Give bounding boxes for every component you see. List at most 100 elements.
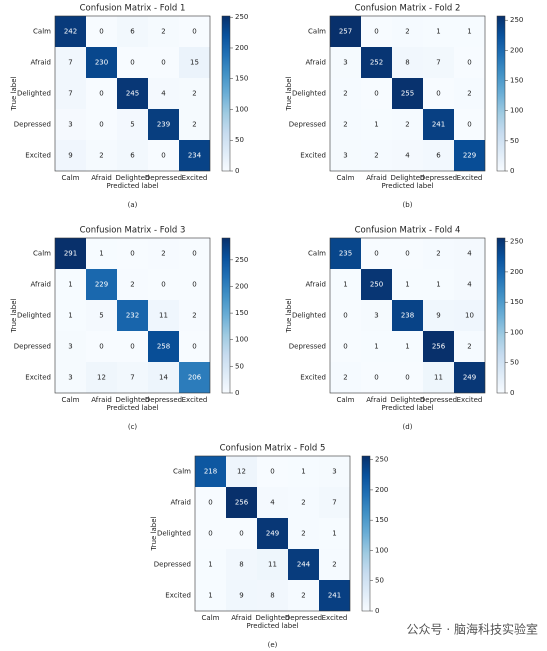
heatmap-cell — [454, 78, 485, 109]
colorbar — [221, 15, 231, 172]
heatmap-cell — [392, 16, 423, 47]
heatmap-cell — [86, 300, 117, 331]
cell-label: 0 — [343, 343, 347, 351]
cell-label: 7 — [130, 374, 134, 382]
x-tick-label: Afraid — [366, 396, 387, 404]
cell-label: 11 — [159, 312, 168, 320]
heatmap-cell — [392, 300, 423, 331]
heatmap-cell — [195, 487, 226, 518]
heatmap-cell — [361, 140, 392, 171]
cell-label: 0 — [99, 121, 103, 129]
cell-label: 238 — [401, 312, 414, 320]
cell-label: 255 — [401, 90, 414, 98]
cell-label: 4 — [467, 281, 472, 289]
cell-label: 0 — [374, 28, 378, 36]
cell-label: 258 — [157, 343, 170, 351]
cell-label: 1 — [208, 592, 212, 600]
heatmap-cell — [330, 238, 361, 269]
cell-label: 0 — [405, 374, 409, 382]
heatmap-cell — [86, 238, 117, 269]
cell-label: 11 — [268, 561, 277, 569]
cell-label: 1 — [99, 250, 103, 258]
colorbar-tick-label: 200 — [375, 486, 388, 494]
heatmap-cell — [117, 331, 148, 362]
cell-label: 0 — [130, 59, 134, 67]
cell-label: 1 — [405, 281, 409, 289]
heatmap-cell — [179, 78, 210, 109]
y-tick-label: Calm — [173, 468, 191, 476]
x-tick-label: Afraid — [231, 614, 252, 622]
y-tick-label: Excited — [25, 374, 51, 382]
cell-label: 0 — [192, 343, 196, 351]
heatmap-cell — [361, 16, 392, 47]
cell-label: 0 — [99, 28, 103, 36]
heatmap-cell — [361, 47, 392, 78]
cell-label: 1 — [68, 312, 72, 320]
heatmap-cell — [179, 140, 210, 171]
colorbar-tick-label: 0 — [510, 389, 514, 397]
heatmap-cell — [148, 300, 179, 331]
colorbar — [221, 237, 231, 394]
cell-label: 1 — [208, 561, 212, 569]
cell-label: 0 — [192, 250, 196, 258]
heatmap-cell — [86, 78, 117, 109]
cell-label: 6 — [130, 28, 135, 36]
cell-label: 2 — [99, 152, 103, 160]
heatmap-cell — [55, 78, 86, 109]
heatmap-cell — [148, 47, 179, 78]
heatmap-cell — [148, 238, 179, 269]
y-tick-label: Delighted — [292, 90, 326, 98]
heatmap-cell — [148, 269, 179, 300]
y-tick-label: Afraid — [170, 499, 191, 507]
colorbar-tick-label: 50 — [375, 577, 384, 585]
cell-label: 1 — [374, 121, 378, 129]
caption: (d) — [403, 423, 413, 431]
heatmap-cell — [361, 300, 392, 331]
heatmap-cell — [361, 78, 392, 109]
x-tick-label: Delighted — [391, 396, 425, 404]
y-tick-label: Delighted — [292, 312, 326, 320]
colorbar-tick-label: 200 — [235, 282, 248, 290]
cell-label: 1 — [301, 468, 305, 476]
heatmap-cell — [86, 140, 117, 171]
cell-label: 2 — [332, 561, 336, 569]
chart-title: Confusion Matrix - Fold 1 — [80, 4, 186, 14]
cell-label: 2 — [192, 121, 196, 129]
colorbar-tick-label: 50 — [235, 136, 244, 144]
y-tick-label: Excited — [300, 374, 326, 382]
x-tick-label: Afraid — [91, 174, 112, 182]
x-tick-label: Depressed — [145, 396, 182, 404]
heatmap-cell — [319, 518, 350, 549]
heatmap-cell — [179, 238, 210, 269]
heatmap-cell — [179, 300, 210, 331]
cell-label: 14 — [159, 374, 168, 382]
cell-label: 5 — [99, 312, 103, 320]
heatmap-cell — [319, 456, 350, 487]
heatmap-cell — [330, 140, 361, 171]
heatmap-cell — [330, 362, 361, 393]
x-tick-label: Excited — [182, 174, 208, 182]
cell-label: 0 — [161, 281, 165, 289]
heatmap-cell — [55, 238, 86, 269]
heatmap-cell — [257, 456, 288, 487]
colorbar-tick-label: 50 — [510, 359, 519, 367]
cell-label: 0 — [208, 499, 212, 507]
cell-label: 245 — [126, 90, 139, 98]
heatmap-cell — [226, 518, 257, 549]
cell-label: 0 — [239, 530, 243, 538]
heatmap-cell — [86, 109, 117, 140]
heatmap-cell — [226, 549, 257, 580]
x-tick-label: Calm — [337, 396, 355, 404]
heatmap-cell — [454, 47, 485, 78]
x-tick-label: Delighted — [116, 396, 150, 404]
cell-label: 241 — [432, 121, 445, 129]
heatmap-cell — [361, 238, 392, 269]
cell-label: 2 — [192, 90, 196, 98]
chart-title: Confusion Matrix - Fold 5 — [220, 444, 326, 454]
heatmap-cell — [179, 16, 210, 47]
heatmap-cell — [423, 47, 454, 78]
cell-label: 2 — [301, 530, 305, 538]
heatmap-cell — [319, 580, 350, 611]
x-tick-label: Calm — [62, 174, 80, 182]
colorbar-tick-label: 100 — [235, 105, 248, 113]
